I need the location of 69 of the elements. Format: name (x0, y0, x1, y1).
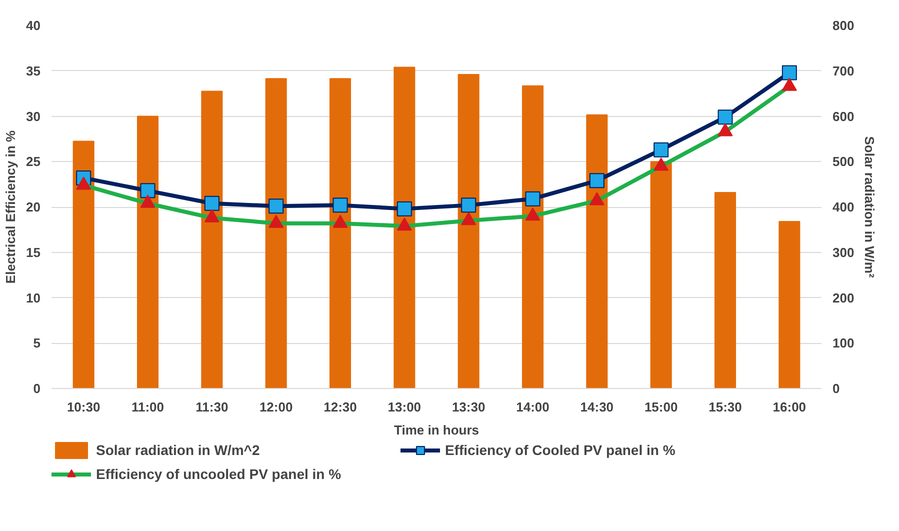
x-tick-label: 11:00 (131, 400, 164, 414)
bar (265, 78, 287, 388)
point (332, 214, 348, 228)
point (204, 209, 220, 222)
bar (201, 90, 223, 388)
y2-tick-label: 100 (832, 336, 854, 351)
y-tick-label: 15 (26, 244, 41, 260)
y2-tick-label: 0 (832, 381, 840, 396)
y-tick-label: 25 (26, 154, 41, 170)
x-tick-label: 15:30 (708, 400, 742, 414)
point (140, 194, 156, 208)
point (140, 183, 156, 198)
y-tick-label: 30 (26, 108, 41, 124)
y-tick-label: 20 (26, 200, 41, 214)
point (461, 212, 476, 226)
bar (136, 116, 159, 388)
y2-tick-label: 600 (832, 108, 854, 124)
x-tick-label: 11:30 (196, 400, 228, 414)
point (654, 142, 669, 158)
point (461, 198, 476, 213)
y-axis-title: Electrical Efficiency in % (3, 130, 18, 284)
y-tick-label: 35 (26, 63, 41, 78)
x-axis-title: Time in hours (394, 422, 479, 438)
point (204, 196, 220, 211)
bar (522, 85, 544, 388)
x-tick-label: 16:00 (772, 400, 806, 414)
y-tick-label: 10 (26, 290, 41, 306)
legend-label: Solar radiation in W/m^2 (96, 442, 261, 458)
y2-tick-label: 200 (832, 290, 854, 306)
y2-tick-label: 400 (832, 200, 854, 214)
point (718, 110, 733, 125)
point (396, 217, 412, 231)
y2-axis-title: Solar radiation in W/m² (862, 136, 878, 278)
bar (714, 192, 736, 388)
y-tick-label: 0 (33, 381, 41, 396)
x-tick-label: 14:00 (516, 400, 550, 414)
point (782, 65, 797, 80)
x-tick-label: 10:30 (66, 400, 100, 414)
point (589, 192, 604, 206)
bar (778, 221, 800, 388)
y2-tick-label: 800 (832, 18, 854, 33)
y2-tick-label: 500 (832, 154, 854, 170)
point (76, 176, 92, 190)
point (268, 214, 284, 228)
point (525, 207, 540, 221)
x-tick-label: 13:00 (388, 400, 422, 414)
x-tick-label: 12:00 (259, 400, 293, 414)
point (654, 158, 669, 171)
point (332, 198, 348, 213)
bar (72, 140, 94, 388)
y-tick-label: 40 (26, 18, 41, 33)
bar (394, 66, 416, 388)
bar (458, 74, 480, 388)
bar (586, 114, 608, 388)
y-tick-label: 5 (33, 336, 41, 351)
x-tick-label: 15:00 (644, 400, 678, 414)
legend-label: Efficiency of Cooled PV panel in % (445, 442, 676, 458)
y2-tick-label: 300 (832, 244, 854, 260)
y2-tick-label: 700 (832, 63, 854, 78)
point (396, 201, 412, 216)
legend-label: Efficiency of uncooled PV panel in % (96, 466, 342, 482)
x-tick-label: 12:30 (324, 400, 357, 414)
bar (329, 78, 352, 388)
point (589, 173, 604, 188)
point (525, 191, 540, 206)
x-tick-label: 14:30 (580, 400, 614, 414)
bar (650, 161, 672, 388)
point (718, 123, 733, 136)
x-tick-label: 13:30 (452, 400, 486, 414)
